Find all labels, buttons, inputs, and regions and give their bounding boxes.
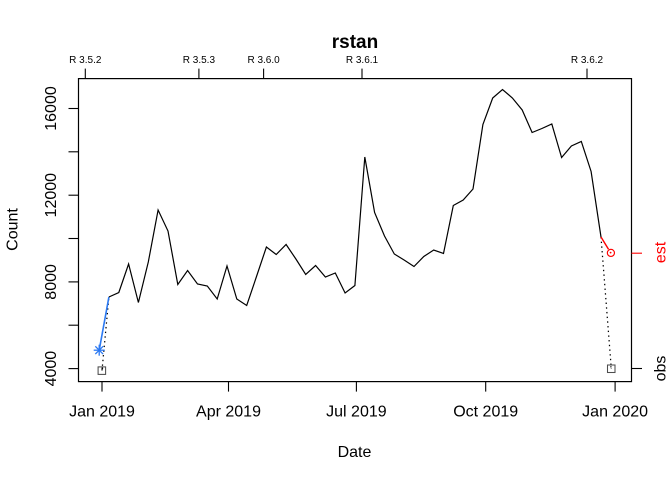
svg-text:R 3.5.3: R 3.5.3 xyxy=(183,55,216,66)
svg-text:12000: 12000 xyxy=(43,173,60,218)
svg-text:R 3.6.1: R 3.6.1 xyxy=(346,55,379,66)
svg-text:est: est xyxy=(653,241,670,263)
svg-text:Count: Count xyxy=(5,208,22,251)
svg-text:Date: Date xyxy=(338,444,372,461)
svg-text:rstan: rstan xyxy=(332,32,378,53)
svg-text:8000: 8000 xyxy=(43,264,60,300)
svg-text:Jan 2020: Jan 2020 xyxy=(582,404,648,421)
svg-text:Oct 2019: Oct 2019 xyxy=(453,404,518,421)
svg-text:R 3.6.0: R 3.6.0 xyxy=(247,55,280,66)
svg-text:4000: 4000 xyxy=(43,351,60,387)
svg-text:Apr 2019: Apr 2019 xyxy=(196,404,261,421)
svg-text:R 3.5.2: R 3.5.2 xyxy=(69,55,102,66)
svg-text:obs: obs xyxy=(653,356,670,382)
svg-text:Jul 2019: Jul 2019 xyxy=(326,404,387,421)
svg-text:R 3.6.2: R 3.6.2 xyxy=(571,55,604,66)
svg-text:Jan 2019: Jan 2019 xyxy=(69,404,135,421)
svg-text:16000: 16000 xyxy=(43,86,60,131)
